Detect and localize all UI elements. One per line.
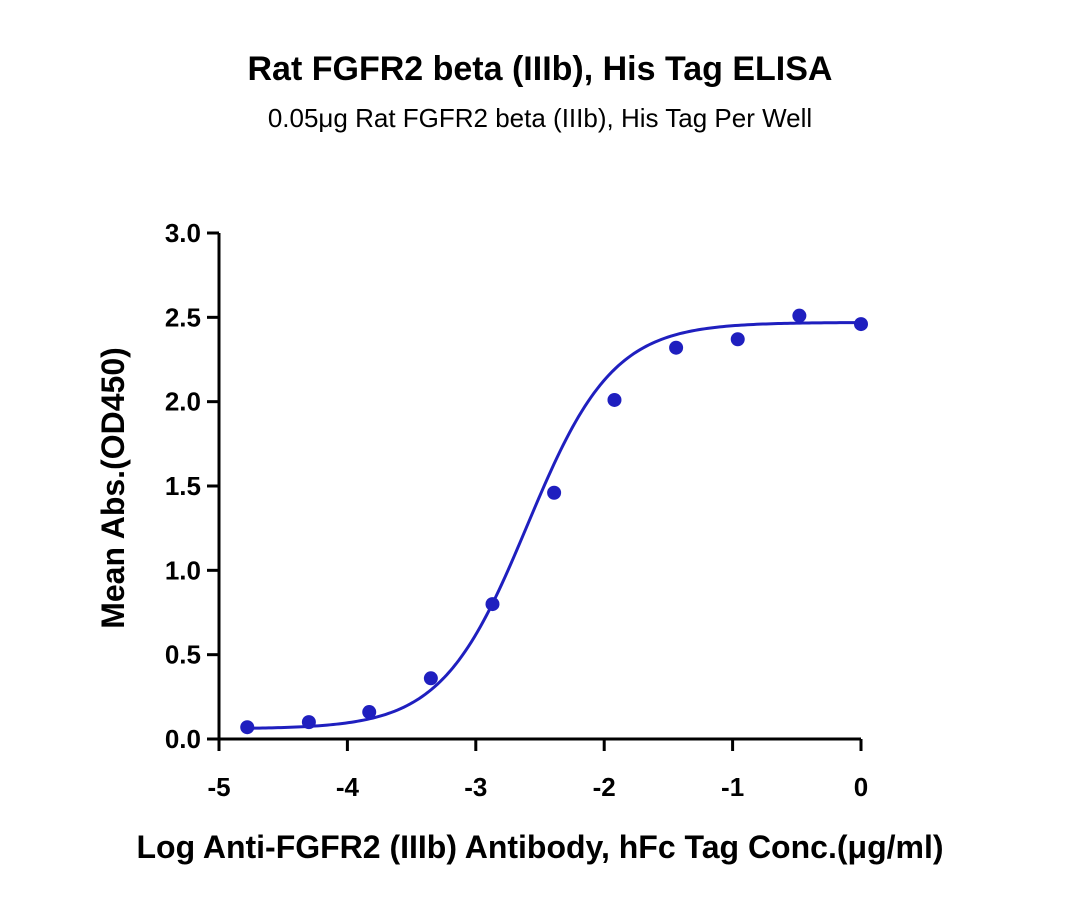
data-point <box>240 720 255 735</box>
data-point <box>669 340 684 355</box>
x-tick-label: -2 <box>593 772 616 802</box>
data-point <box>301 715 316 730</box>
y-tick-label: 0.5 <box>165 640 201 670</box>
data-point <box>792 308 807 323</box>
y-tick-label: 1.0 <box>165 555 201 585</box>
data-point <box>362 705 377 720</box>
fit-curve-line <box>247 321 862 730</box>
data-point <box>607 392 622 407</box>
y-tick-label: 2.5 <box>165 302 201 332</box>
x-tick-label: -3 <box>464 772 487 802</box>
x-tick-label: -4 <box>336 772 360 802</box>
axes <box>217 233 861 741</box>
y-tick-label: 1.5 <box>165 471 201 501</box>
y-ticks: 0.0 0.5 1.0 1.5 2.0 2.5 3.0 <box>165 218 219 754</box>
data-point <box>854 317 868 332</box>
y-tick-label: 3.0 <box>165 218 201 248</box>
data-point <box>547 485 562 500</box>
x-axis-label: Log Anti-FGFR2 (IIIb) Antibody, hFc Tag … <box>136 829 943 865</box>
x-tick-label: -5 <box>207 772 230 802</box>
x-tick-label: -1 <box>721 772 744 802</box>
x-ticks: -5 -4 -3 -2 -1 0 <box>207 739 868 802</box>
x-tick-label: 0 <box>854 772 868 802</box>
data-points <box>240 308 868 735</box>
y-tick-label: 0.0 <box>165 724 201 754</box>
data-point <box>730 332 745 347</box>
data-point <box>423 671 438 686</box>
chart-subtitle: 0.05μg Rat FGFR2 beta (IIIb), His Tag Pe… <box>268 103 812 133</box>
y-axis-label: Mean Abs.(OD450) <box>95 347 131 629</box>
chart-title: Rat FGFR2 beta (IIIb), His Tag ELISA <box>248 50 833 88</box>
data-point <box>485 597 500 612</box>
y-tick-label: 2.0 <box>165 387 201 417</box>
